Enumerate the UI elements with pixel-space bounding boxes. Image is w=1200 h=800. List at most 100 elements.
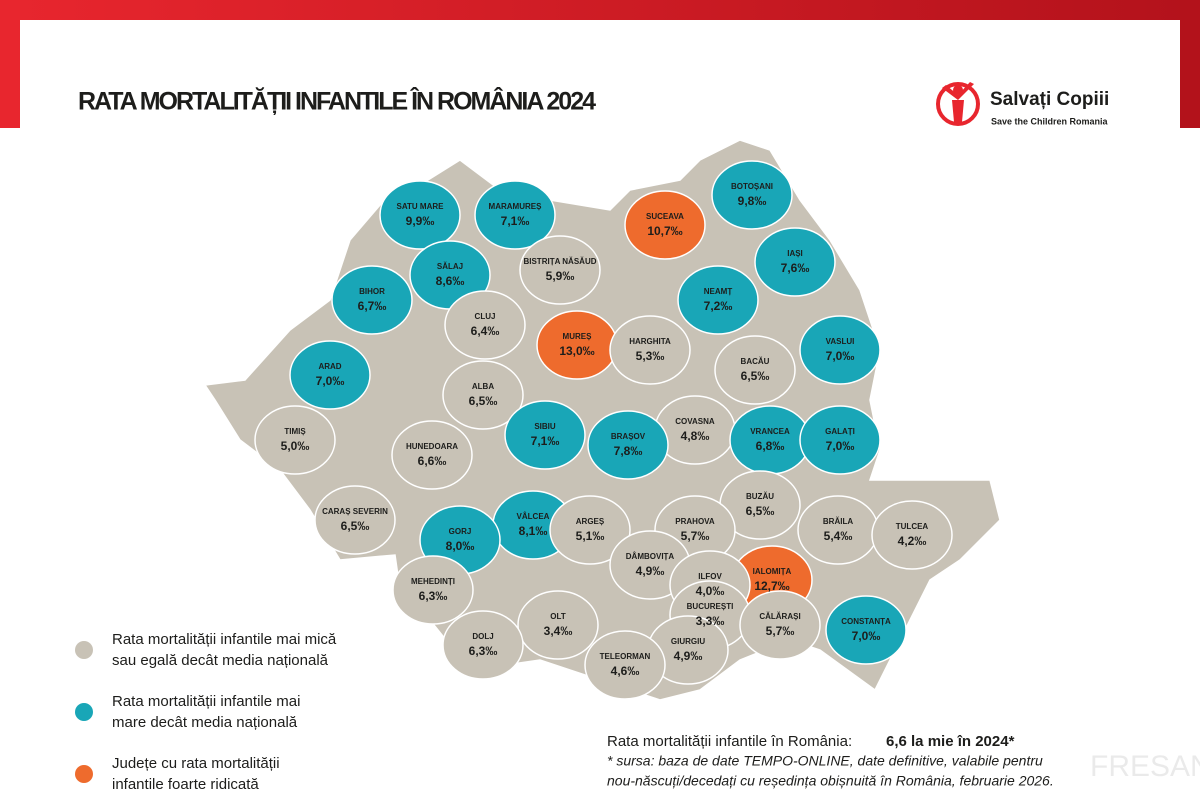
county-value: 6,5‰	[469, 394, 498, 408]
county-value: 4,9‰	[674, 649, 703, 663]
county-value: 6,4‰	[471, 324, 500, 338]
county-value: 6,5‰	[746, 504, 775, 518]
county-value: 4,0‰	[696, 584, 725, 598]
county-name: BUZĂU	[746, 492, 774, 501]
watermark: FRESANA	[1090, 750, 1200, 783]
county-name: BACĂU	[741, 357, 770, 366]
county-area	[711, 160, 793, 230]
legend: Rata mortalității infantile mai mică sau …	[75, 631, 337, 793]
county-name: MARAMUREȘ	[489, 202, 543, 211]
county-name: GALAȚI	[825, 427, 855, 436]
county-name: ALBA	[472, 382, 494, 391]
county-area	[739, 590, 821, 660]
county-value: 7,1‰	[501, 214, 530, 228]
county-area	[549, 495, 631, 565]
county-area	[442, 610, 524, 680]
county-value: 6,3‰	[419, 589, 448, 603]
county-name: HARGHITA	[629, 337, 671, 346]
county-value: 4,2‰	[898, 534, 927, 548]
county-name: SUCEAVA	[646, 212, 684, 221]
county-name: BOTOȘANI	[731, 182, 773, 191]
logo: Salvați Copiii Save the Children Romania	[936, 82, 1109, 126]
county-area	[799, 405, 881, 475]
county-name: CĂLĂRAȘI	[759, 612, 800, 621]
county-value: 6,8‰	[756, 439, 785, 453]
county-area	[289, 340, 371, 410]
county-area	[379, 180, 461, 250]
county-area	[799, 315, 881, 385]
county-name: CARAȘ SEVERIN	[322, 507, 388, 516]
legend-swatch	[75, 703, 93, 721]
county-name: IALOMIȚA	[753, 567, 792, 576]
legend-swatch	[75, 641, 93, 659]
legend-label: mare decât media națională	[112, 714, 298, 731]
county-value: 7,2‰	[704, 299, 733, 313]
logo-figure	[942, 82, 974, 122]
county-value: 6,3‰	[469, 644, 498, 658]
county-area	[587, 410, 669, 480]
county-value: 5,7‰	[766, 624, 795, 638]
county-value: 5,3‰	[636, 349, 665, 363]
county-area	[754, 227, 836, 297]
county-name: GORJ	[449, 527, 472, 536]
county-name: ARGEȘ	[576, 517, 605, 526]
top-bar	[0, 0, 1200, 20]
county-area	[609, 315, 691, 385]
county-area	[624, 190, 706, 260]
map: SATU MARE 9,9‰ MARAMUREȘ 7,1‰ SUCEAVA 10,7‰ BO…	[254, 160, 953, 700]
county-value: 6,7‰	[358, 299, 387, 313]
county-value: 12,7‰	[754, 579, 789, 593]
county-name: ILFOV	[698, 572, 722, 581]
side-bar	[1180, 0, 1200, 128]
county-name: ARAD	[318, 362, 341, 371]
county-value: 13,0‰	[559, 344, 594, 358]
county-name: IAȘI	[787, 249, 803, 258]
county-value: 8,1‰	[519, 524, 548, 538]
county-value: 5,1‰	[576, 529, 605, 543]
county-value: 7,0‰	[826, 349, 855, 363]
note-line: nou-născuți/decedați cu reședința obișnu…	[607, 773, 1054, 789]
logo-ring	[936, 82, 980, 126]
county-name: SATU MARE	[397, 202, 445, 211]
county-name: BUCUREȘTI	[687, 602, 734, 611]
county-area	[584, 630, 666, 700]
county-value: 9,8‰	[738, 194, 767, 208]
county-area	[254, 405, 336, 475]
county-value: 5,4‰	[824, 529, 853, 543]
county-value: 4,8‰	[681, 429, 710, 443]
county-value: 7,8‰	[614, 444, 643, 458]
county-name: CLUJ	[475, 312, 496, 321]
national-value: 6,6 la mie în 2024*	[886, 733, 1015, 750]
legend-label: sau egală decât media națională	[112, 652, 329, 669]
county-name: SĂLAJ	[437, 262, 463, 271]
county-value: 5,9‰	[546, 269, 575, 283]
county-value: 8,0‰	[446, 539, 475, 553]
county-name: BIHOR	[359, 287, 385, 296]
county-value: 9,9‰	[406, 214, 435, 228]
county-area	[677, 265, 759, 335]
legend-label: Rata mortalității infantile mai mică	[112, 631, 337, 648]
county-name: NEAMȚ	[704, 287, 733, 296]
county-value: 7,6‰	[781, 261, 810, 275]
county-area	[504, 400, 586, 470]
county-area	[331, 265, 413, 335]
county-name: MEHEDINȚI	[411, 577, 455, 586]
side-bar	[0, 0, 20, 128]
county-name: TULCEA	[896, 522, 929, 531]
county-area	[517, 590, 599, 660]
county-value: 6,5‰	[341, 519, 370, 533]
county-value: 5,7‰	[681, 529, 710, 543]
county-name: BRĂILA	[823, 517, 853, 526]
county-name: MUREȘ	[563, 332, 593, 341]
legend-label: infantile foarte ridicată	[112, 776, 259, 793]
county-value: 3,3‰	[696, 614, 725, 628]
county-area	[871, 500, 953, 570]
logo-name: Salvați Copiii	[990, 89, 1109, 110]
county-name: BISTRIȚA NĂSĂUD	[523, 257, 596, 266]
county-name: SIBIU	[534, 422, 556, 431]
title: RATA MORTALITĂȚII INFANTILE ÎN ROMÂNIA 2…	[78, 86, 596, 116]
county-name: TELEORMAN	[600, 652, 651, 661]
county-name: COVASNA	[675, 417, 715, 426]
legend-label: Rata mortalității infantile mai	[112, 693, 300, 710]
